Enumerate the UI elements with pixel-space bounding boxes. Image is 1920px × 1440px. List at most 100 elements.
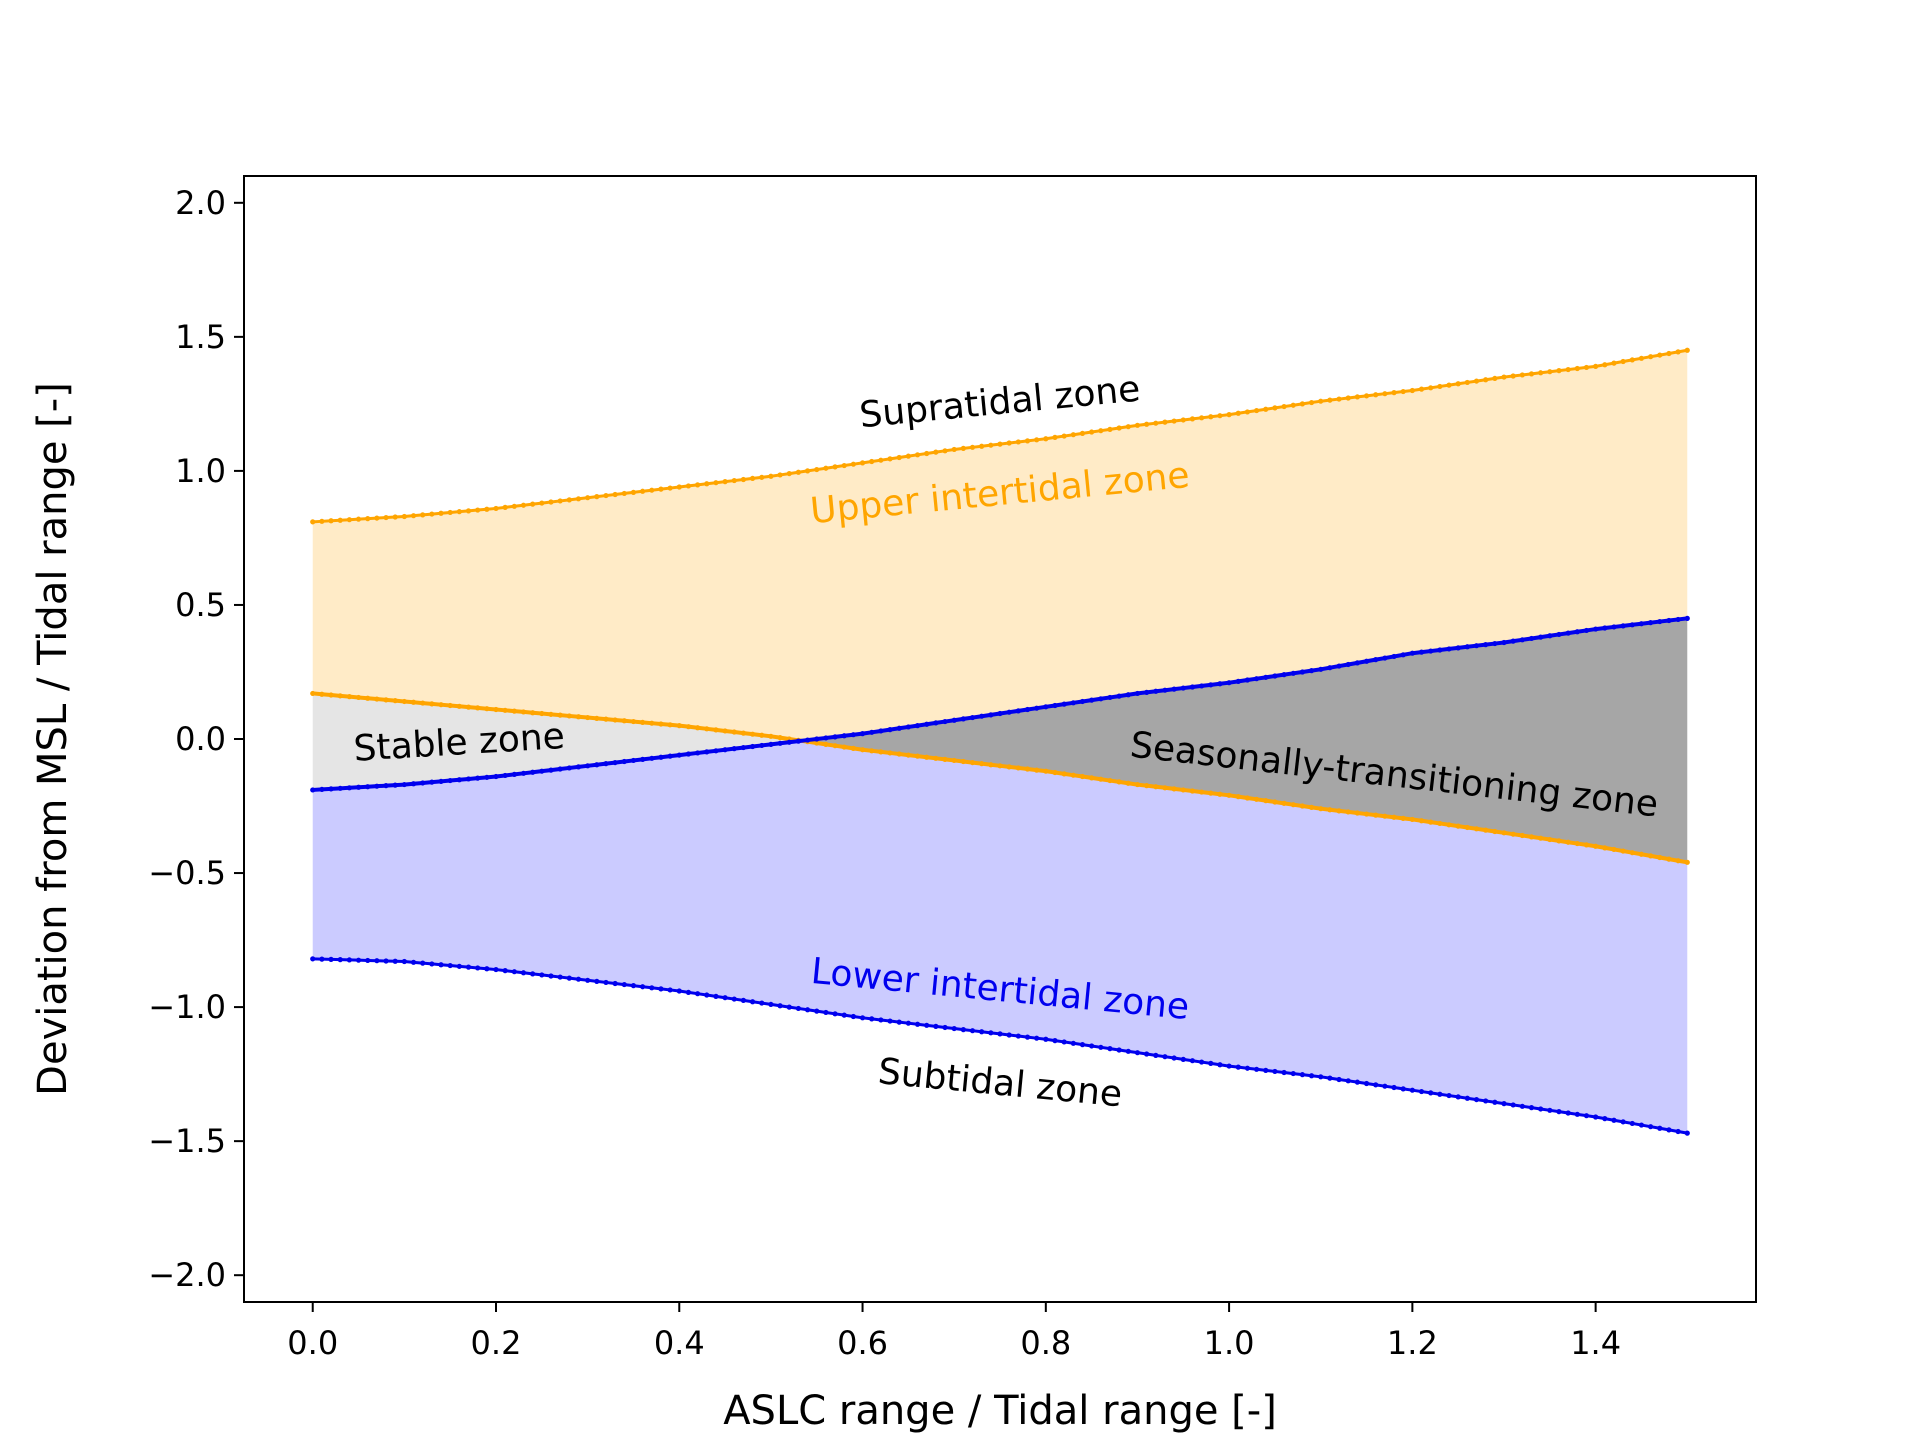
series-point-lower-blue <box>1079 1042 1086 1048</box>
series-point-lower-blue <box>804 1007 811 1013</box>
y-tick-label: −0.5 <box>148 854 226 892</box>
series-point-upper-orange <box>1418 386 1425 392</box>
series-point-lower-orange <box>649 720 655 726</box>
series-point-upper-orange <box>1363 393 1370 399</box>
series-point-lower-blue <box>731 996 737 1002</box>
series-point-upper-orange <box>1098 428 1104 434</box>
series-point-upper-blue <box>1373 657 1379 663</box>
series-point-lower-blue <box>988 1030 994 1036</box>
series-point-upper-orange <box>1556 368 1562 374</box>
series-point-upper-orange <box>1272 405 1278 411</box>
series-point-upper-blue <box>346 785 352 791</box>
series-point-upper-blue <box>1638 621 1645 627</box>
stable-zone-fill <box>312 618 1688 790</box>
series-point-upper-orange <box>1611 360 1617 366</box>
series-point-upper-orange <box>1318 398 1324 404</box>
series-point-lower-orange <box>548 711 554 717</box>
series-point-lower-blue <box>814 1008 820 1014</box>
series-point-upper-orange <box>557 498 563 504</box>
series-point-upper-orange <box>319 518 325 524</box>
series-point-upper-blue <box>832 734 838 740</box>
series-point-upper-blue <box>438 778 444 784</box>
series-point-upper-blue <box>1473 643 1480 649</box>
series-point-lower-orange <box>896 751 902 757</box>
series-point-upper-blue <box>484 774 490 780</box>
series-point-upper-blue <box>1290 670 1296 676</box>
series-point-upper-blue <box>566 765 572 771</box>
series-point-lower-blue <box>438 962 444 968</box>
series-point-lower-blue <box>475 965 481 971</box>
series-point-lower-blue <box>1354 1079 1360 1085</box>
series-point-lower-orange <box>1125 780 1131 786</box>
series-point-upper-orange <box>585 495 591 501</box>
series-point-upper-blue <box>722 747 728 753</box>
series-point-upper-orange <box>924 450 930 457</box>
x-axis-ticks: 0.0 0.2 0.4 0.6 0.8 1.0 1.2 1.4 <box>287 1302 1621 1362</box>
series-point-lower-blue <box>979 1029 985 1035</box>
series-point-upper-orange <box>392 514 398 520</box>
series-point-lower-orange <box>346 694 352 700</box>
series-point-lower-blue <box>896 1019 902 1025</box>
series-point-lower-orange <box>603 716 609 722</box>
series-point-lower-orange <box>630 718 637 725</box>
series-point-lower-blue <box>1583 1113 1590 1119</box>
series-point-lower-blue <box>667 987 673 993</box>
series-point-upper-orange <box>1464 379 1470 386</box>
series-point-lower-blue <box>374 958 380 964</box>
series-point-lower-orange <box>722 728 728 734</box>
series-point-upper-orange <box>869 458 875 465</box>
series-point-upper-blue <box>896 725 902 731</box>
series-point-lower-orange <box>1290 802 1296 808</box>
series-point-lower-orange <box>392 698 398 704</box>
y-tick-label: 1.5 <box>175 318 226 356</box>
series-point-upper-orange <box>1373 392 1379 398</box>
series-point-upper-orange <box>914 452 921 458</box>
series-point-upper-blue <box>979 713 985 719</box>
series-point-lower-orange <box>1070 772 1076 778</box>
series-point-upper-blue <box>502 772 508 779</box>
series-point-upper-orange <box>1253 407 1260 414</box>
series-point-lower-blue <box>557 974 563 980</box>
series-point-lower-blue <box>1061 1039 1067 1045</box>
series-point-upper-orange <box>310 519 316 525</box>
series-point-upper-orange <box>759 474 765 480</box>
series-point-lower-orange <box>933 755 939 761</box>
series-point-lower-blue <box>997 1031 1003 1037</box>
series-point-upper-orange <box>346 517 352 523</box>
y-tick-label: −2.0 <box>148 1256 226 1294</box>
series-point-upper-blue <box>933 720 939 726</box>
series-point-upper-blue <box>658 754 664 760</box>
series-point-lower-orange <box>1492 828 1498 835</box>
series-point-lower-blue <box>401 958 407 965</box>
series-point-upper-orange <box>988 442 994 448</box>
series-point-upper-blue <box>777 740 783 746</box>
series-point-upper-orange <box>511 503 517 509</box>
series-point-upper-orange <box>1235 410 1241 416</box>
series-point-lower-orange <box>1455 823 1461 829</box>
series-point-lower-blue <box>520 970 527 976</box>
series-point-lower-orange <box>1409 816 1415 823</box>
series-point-upper-blue <box>1171 686 1177 692</box>
series-point-upper-orange <box>859 460 866 466</box>
series-point-upper-orange <box>685 483 692 489</box>
series-point-lower-orange <box>1611 846 1617 853</box>
series-point-upper-blue <box>1089 697 1095 703</box>
series-point-upper-blue <box>1308 668 1315 674</box>
series-point-lower-blue <box>1345 1078 1351 1084</box>
series-point-upper-orange <box>640 488 646 494</box>
series-point-lower-blue <box>1363 1080 1370 1087</box>
x-tick-label: 1.4 <box>1570 1324 1621 1362</box>
series-point-lower-blue <box>1602 1116 1608 1122</box>
series-point-upper-blue <box>1629 622 1635 628</box>
series-point-lower-orange <box>1308 804 1315 810</box>
series-point-upper-orange <box>1574 365 1580 372</box>
series-point-lower-blue <box>1684 1130 1690 1136</box>
series-point-lower-orange <box>1235 794 1241 800</box>
series-point-upper-orange <box>658 486 664 492</box>
series-point-upper-orange <box>795 469 802 475</box>
series-point-lower-blue <box>502 968 508 974</box>
series-point-upper-orange <box>1070 432 1076 438</box>
series-point-upper-orange <box>1199 415 1205 421</box>
series-point-upper-blue <box>539 768 545 774</box>
series-point-lower-blue <box>621 981 627 988</box>
